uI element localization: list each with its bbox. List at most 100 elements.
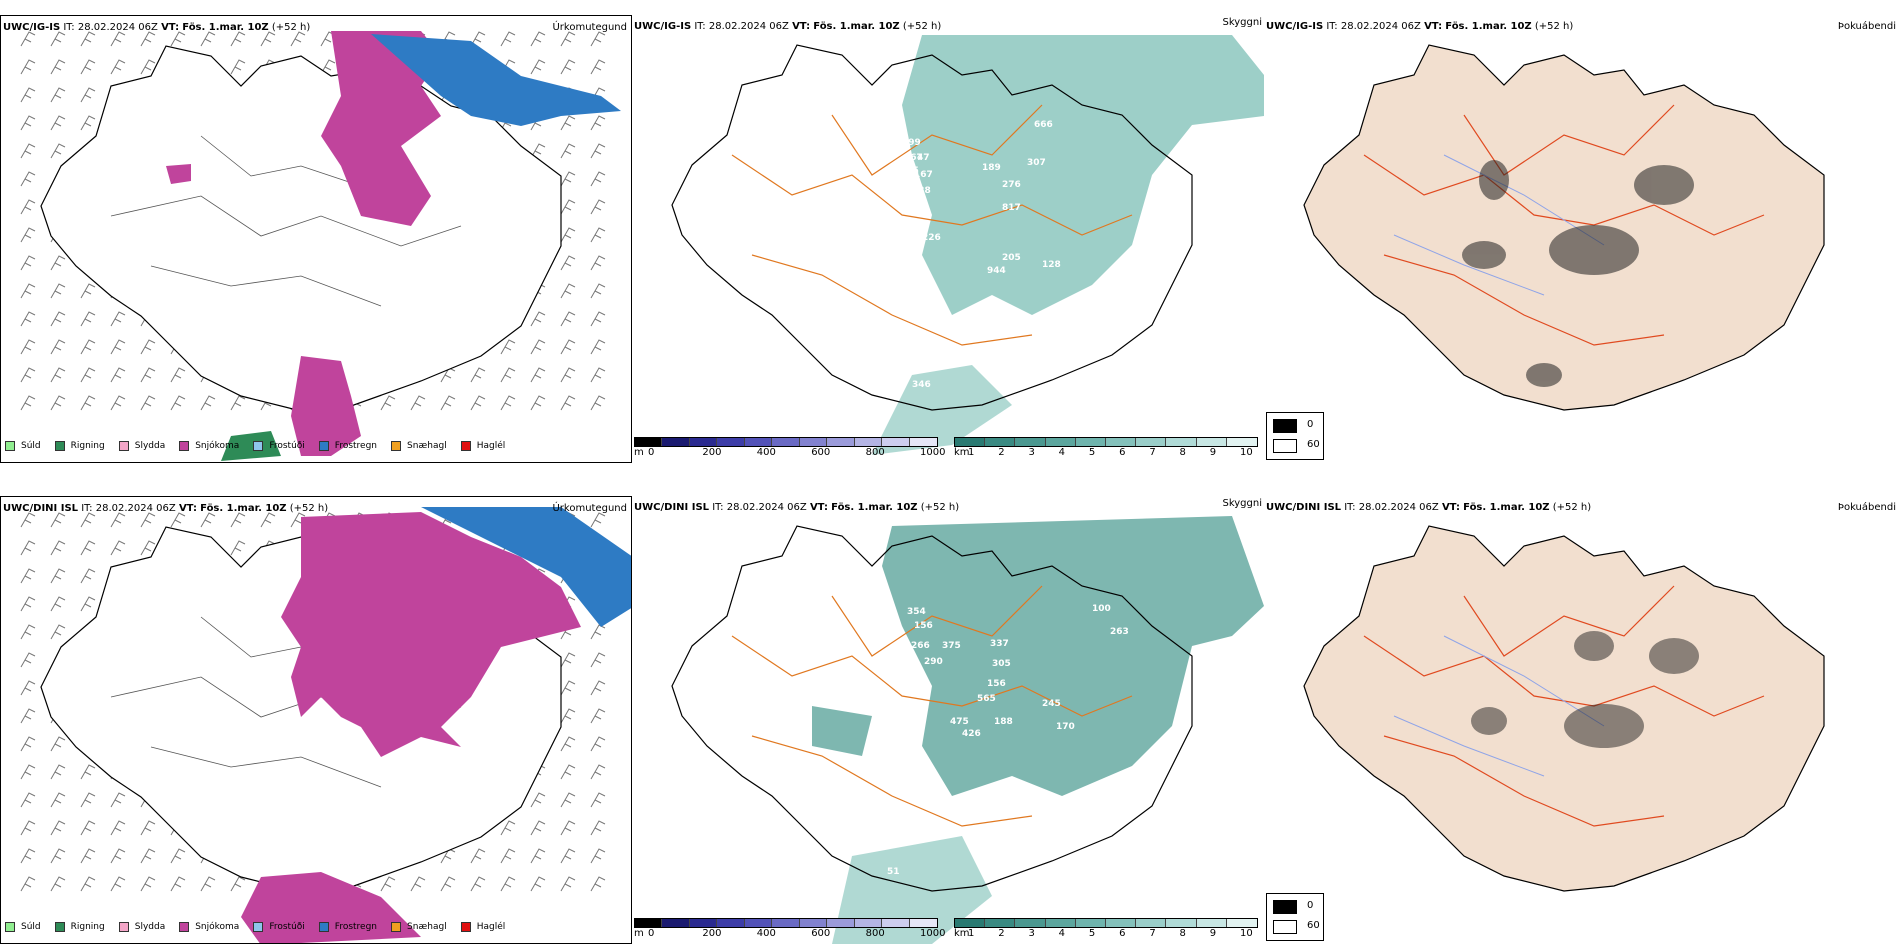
wind-barb bbox=[560, 311, 576, 327]
colorbar-segment bbox=[635, 919, 663, 927]
fog-map-top bbox=[1303, 44, 1825, 411]
legend-item: Snjókoma bbox=[179, 922, 239, 932]
wind-barb bbox=[80, 87, 96, 103]
iceland-outline bbox=[40, 45, 562, 412]
precip-map-top bbox=[20, 31, 621, 461]
cloud-base-value: 307 bbox=[1027, 158, 1046, 168]
wind-barb bbox=[440, 876, 456, 892]
colorbar-segment bbox=[827, 438, 855, 446]
cloud-base-value: 337 bbox=[990, 639, 1009, 649]
wind-barb bbox=[50, 395, 66, 411]
wind-barb bbox=[110, 31, 126, 47]
wind-barb bbox=[80, 848, 96, 864]
cloud-base-value: 301 bbox=[879, 725, 898, 735]
cloud-base-value: 238 bbox=[912, 186, 931, 196]
cloud-base-value: 305 bbox=[992, 659, 1011, 669]
legend-swatch bbox=[118, 441, 129, 451]
roads bbox=[731, 104, 1133, 346]
wind-barb bbox=[230, 395, 246, 411]
wind-barb bbox=[530, 792, 546, 808]
wind-barb bbox=[170, 31, 186, 47]
cloud-base-value: 426 bbox=[962, 729, 981, 739]
wind-barb bbox=[560, 848, 576, 864]
freezing-rain-area bbox=[371, 34, 621, 126]
colorbar-segment bbox=[1045, 438, 1076, 446]
legend-item: Rigning bbox=[54, 922, 105, 932]
wind-barb bbox=[590, 59, 606, 75]
low-visibility-area bbox=[902, 35, 1264, 315]
colorbar-tick: 600 bbox=[811, 928, 831, 939]
wind-barb bbox=[20, 848, 36, 864]
wind-barb bbox=[230, 876, 246, 892]
legend-label: Snæhagl bbox=[407, 922, 447, 932]
wind-barb bbox=[590, 820, 606, 836]
fog-index-dark-areas bbox=[1462, 160, 1694, 387]
legend-label: Haglél bbox=[476, 922, 506, 932]
roads bbox=[110, 135, 462, 307]
wind-barb bbox=[560, 199, 576, 215]
colorbar-segment bbox=[985, 919, 1016, 927]
wind-barb bbox=[560, 876, 576, 892]
wind-barb bbox=[170, 848, 186, 864]
wind-barb bbox=[20, 283, 36, 299]
colorbar-unit: km bbox=[954, 928, 970, 939]
fog-legend-swatch-0 bbox=[1273, 419, 1297, 433]
colorbar-segment bbox=[854, 438, 883, 446]
iceland-outline bbox=[1303, 525, 1825, 892]
wind-barb bbox=[530, 143, 546, 159]
legend-swatch bbox=[5, 922, 15, 932]
colorbar-segment bbox=[1105, 438, 1137, 446]
visibility-map-top: 2991674747516723818927630781766622620594… bbox=[671, 35, 1264, 455]
colorbar-tick: 7 bbox=[1149, 447, 1156, 458]
legend-item: Slydda bbox=[118, 441, 165, 451]
wind-barb bbox=[470, 367, 486, 383]
legend-item: Frostúði bbox=[253, 441, 305, 451]
colorbar-segment bbox=[854, 919, 883, 927]
colorbar-segment bbox=[717, 919, 745, 927]
colorbar-tick: 9 bbox=[1209, 447, 1217, 458]
wind-barb bbox=[110, 512, 126, 528]
wind-barb bbox=[20, 624, 36, 640]
iceland-outline bbox=[671, 44, 1193, 411]
fog-panel-top: UWC/IG-IS IT: 28.02.2024 06Z VT: Fös. 1.… bbox=[1264, 15, 1900, 463]
wind-barb bbox=[200, 512, 216, 528]
wind-barb bbox=[20, 395, 36, 411]
colorbar-segment bbox=[1226, 438, 1257, 446]
colorbar-segment bbox=[985, 438, 1016, 446]
cloud-base-value: 299 bbox=[902, 138, 921, 148]
wind-barb bbox=[80, 540, 96, 556]
wind-barb bbox=[590, 255, 606, 271]
colorbar-segment bbox=[772, 438, 800, 446]
legend-label: Súld bbox=[21, 922, 41, 932]
wind-barb bbox=[140, 512, 156, 528]
wind-barb bbox=[200, 395, 216, 411]
colorbar-segment bbox=[1015, 919, 1046, 927]
panel-title: Úrkomutegund bbox=[552, 503, 627, 514]
wind-barb bbox=[560, 59, 576, 75]
wind-barb bbox=[440, 395, 456, 411]
wind-barb bbox=[560, 31, 576, 47]
wind-barb bbox=[470, 395, 486, 411]
fog-legend-label-0: 0 bbox=[1307, 900, 1314, 911]
cloud-base-value: 167 bbox=[914, 170, 933, 180]
wind-barb bbox=[50, 311, 66, 327]
freezing-rain-area bbox=[421, 507, 631, 627]
colorbar-tick: 800 bbox=[865, 447, 885, 458]
wind-barb bbox=[140, 820, 156, 836]
legend-item: Frostregn bbox=[318, 441, 377, 451]
panel-header: UWC/IG-IS IT: 28.02.2024 06Z VT: Fös. 1.… bbox=[634, 21, 942, 32]
wind-barb bbox=[530, 367, 546, 383]
wind-barb bbox=[80, 820, 96, 836]
wind-barb bbox=[20, 31, 36, 47]
colorbar-unit: m bbox=[634, 928, 644, 939]
fog-legend-label-60: 60 bbox=[1307, 439, 1320, 450]
wind-barb bbox=[50, 624, 66, 640]
colorbar-tick: 5 bbox=[1088, 447, 1096, 458]
visibility-colorbar bbox=[954, 437, 1258, 447]
legend-item: Snjókoma bbox=[179, 441, 239, 451]
wind-barb bbox=[260, 31, 276, 47]
wind-barb bbox=[110, 820, 126, 836]
visibility-panel-top: 299 167 47 475 167 238 189 276 307 817 666 226 205 94… bbox=[632, 15, 1264, 463]
colorbar-segment bbox=[1105, 919, 1137, 927]
legend-swatch bbox=[318, 922, 329, 932]
